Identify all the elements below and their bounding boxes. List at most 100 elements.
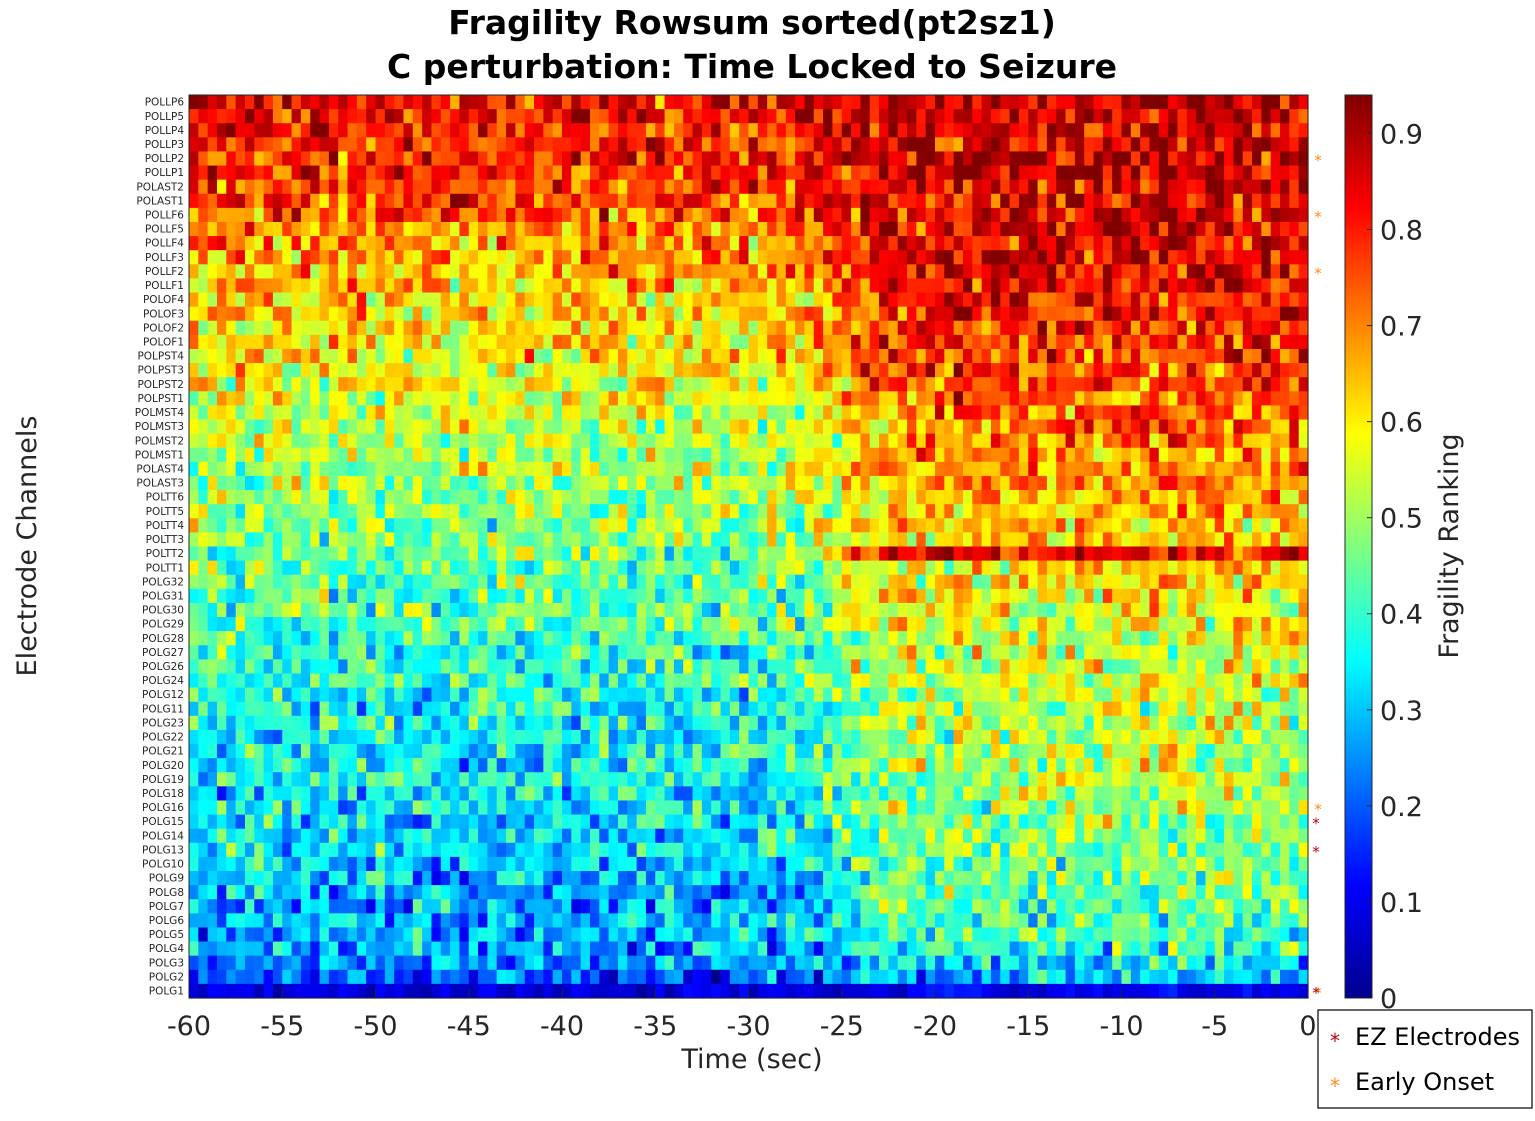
heatmap-cell <box>739 419 750 435</box>
heatmap-cell <box>608 306 619 322</box>
heatmap-cell <box>366 109 377 124</box>
heatmap-cell <box>1242 405 1253 421</box>
heatmap-cells <box>189 95 1309 999</box>
heatmap-cell <box>1140 292 1151 308</box>
heatmap-cell <box>776 278 787 294</box>
heatmap-cell <box>1037 447 1048 463</box>
heatmap-cell <box>356 645 367 660</box>
heatmap-cell <box>739 221 750 237</box>
heatmap-cell <box>571 574 582 590</box>
heatmap-cell <box>1028 236 1039 251</box>
heatmap-cell <box>375 207 386 223</box>
heatmap-cell <box>1186 236 1197 251</box>
heatmap-cell <box>813 645 824 660</box>
heatmap-cell <box>589 490 600 505</box>
heatmap-cell <box>1065 278 1076 294</box>
heatmap-cell <box>1205 292 1216 308</box>
heatmap-cell <box>683 165 694 181</box>
heatmap-cell <box>692 179 703 195</box>
heatmap-cell <box>282 405 293 421</box>
heatmap-cell <box>1056 348 1067 364</box>
heatmap-cell <box>767 236 778 251</box>
heatmap-cell <box>1196 292 1207 308</box>
heatmap-cell <box>403 419 414 435</box>
heatmap-cell <box>450 320 461 336</box>
heatmap-cell <box>981 278 992 294</box>
heatmap-cell <box>1056 504 1067 519</box>
heatmap-cell <box>291 673 302 689</box>
heatmap-cell <box>1205 391 1216 407</box>
heatmap-cell <box>1084 574 1095 590</box>
heatmap-cell <box>216 659 227 675</box>
heatmap-cell <box>1037 574 1048 590</box>
heatmap-cell <box>673 250 684 265</box>
heatmap-cell <box>972 377 983 392</box>
heatmap-cell <box>1158 645 1169 660</box>
heatmap-cell <box>534 405 544 421</box>
heatmap-cell <box>1046 490 1057 505</box>
heatmap-cell <box>860 250 871 265</box>
heatmap-cell <box>422 278 433 294</box>
heatmap-cell <box>944 447 955 463</box>
heatmap-cell <box>450 363 461 378</box>
heatmap-cell <box>1046 278 1057 294</box>
heatmap-cell <box>720 461 731 477</box>
heatmap-cell <box>310 532 321 548</box>
heatmap-cell <box>1037 645 1048 660</box>
heatmap-cell <box>1252 645 1262 660</box>
heatmap-cell <box>1009 645 1020 660</box>
heatmap-cell <box>412 236 423 251</box>
heatmap-cell <box>366 405 377 421</box>
heatmap-cell <box>496 673 507 689</box>
heatmap-cell <box>785 673 796 689</box>
heatmap-cell <box>589 588 600 604</box>
heatmap-cell <box>748 659 759 675</box>
heatmap-cell <box>1102 292 1113 308</box>
heatmap-cell <box>515 109 526 124</box>
heatmap-cell <box>412 560 423 576</box>
heatmap-cell <box>664 95 675 110</box>
heatmap-cell <box>1298 419 1309 435</box>
heatmap-cell <box>1037 264 1048 280</box>
heatmap-cell <box>860 447 871 463</box>
heatmap-cell <box>841 645 852 660</box>
heatmap-cell <box>300 391 311 407</box>
heatmap-cell <box>272 264 283 280</box>
heatmap-cell <box>1046 320 1057 336</box>
heatmap-cell <box>757 560 768 576</box>
heatmap-cell <box>673 377 684 392</box>
heatmap-cell <box>347 363 358 378</box>
heatmap-cell <box>1298 391 1309 407</box>
heatmap-cell <box>1084 179 1095 195</box>
heatmap-cell <box>1093 221 1104 237</box>
heatmap-cell <box>860 151 871 167</box>
heatmap-cell <box>384 391 395 407</box>
heatmap-cell <box>729 151 740 167</box>
heatmap-cell <box>1233 306 1244 322</box>
heatmap-cell <box>347 292 358 308</box>
heatmap-cell <box>1000 377 1011 392</box>
heatmap-cell <box>972 504 983 519</box>
heatmap-cell <box>972 348 983 364</box>
heatmap-cell <box>496 631 507 646</box>
heatmap-cell <box>543 207 554 223</box>
heatmap-cell <box>785 419 796 435</box>
heatmap-cell <box>450 179 461 195</box>
heatmap-cell <box>1056 137 1067 153</box>
heatmap-cell <box>636 348 647 364</box>
heatmap-cell <box>1074 264 1085 280</box>
heatmap-cell <box>1205 221 1216 237</box>
heatmap-cell <box>1009 264 1020 280</box>
heatmap-cell <box>1289 518 1300 533</box>
heatmap-cell <box>1242 292 1253 308</box>
heatmap-cell <box>1289 109 1300 124</box>
heatmap-cell <box>1130 461 1141 477</box>
heatmap-cell <box>711 560 722 576</box>
heatmap-cell <box>869 574 880 590</box>
heatmap-cell <box>767 419 778 435</box>
heatmap-cell <box>487 151 498 167</box>
heatmap-cell <box>636 490 647 505</box>
heatmap-cell <box>813 447 824 463</box>
heatmap-cell <box>1084 490 1095 505</box>
heatmap-cell <box>767 659 778 675</box>
